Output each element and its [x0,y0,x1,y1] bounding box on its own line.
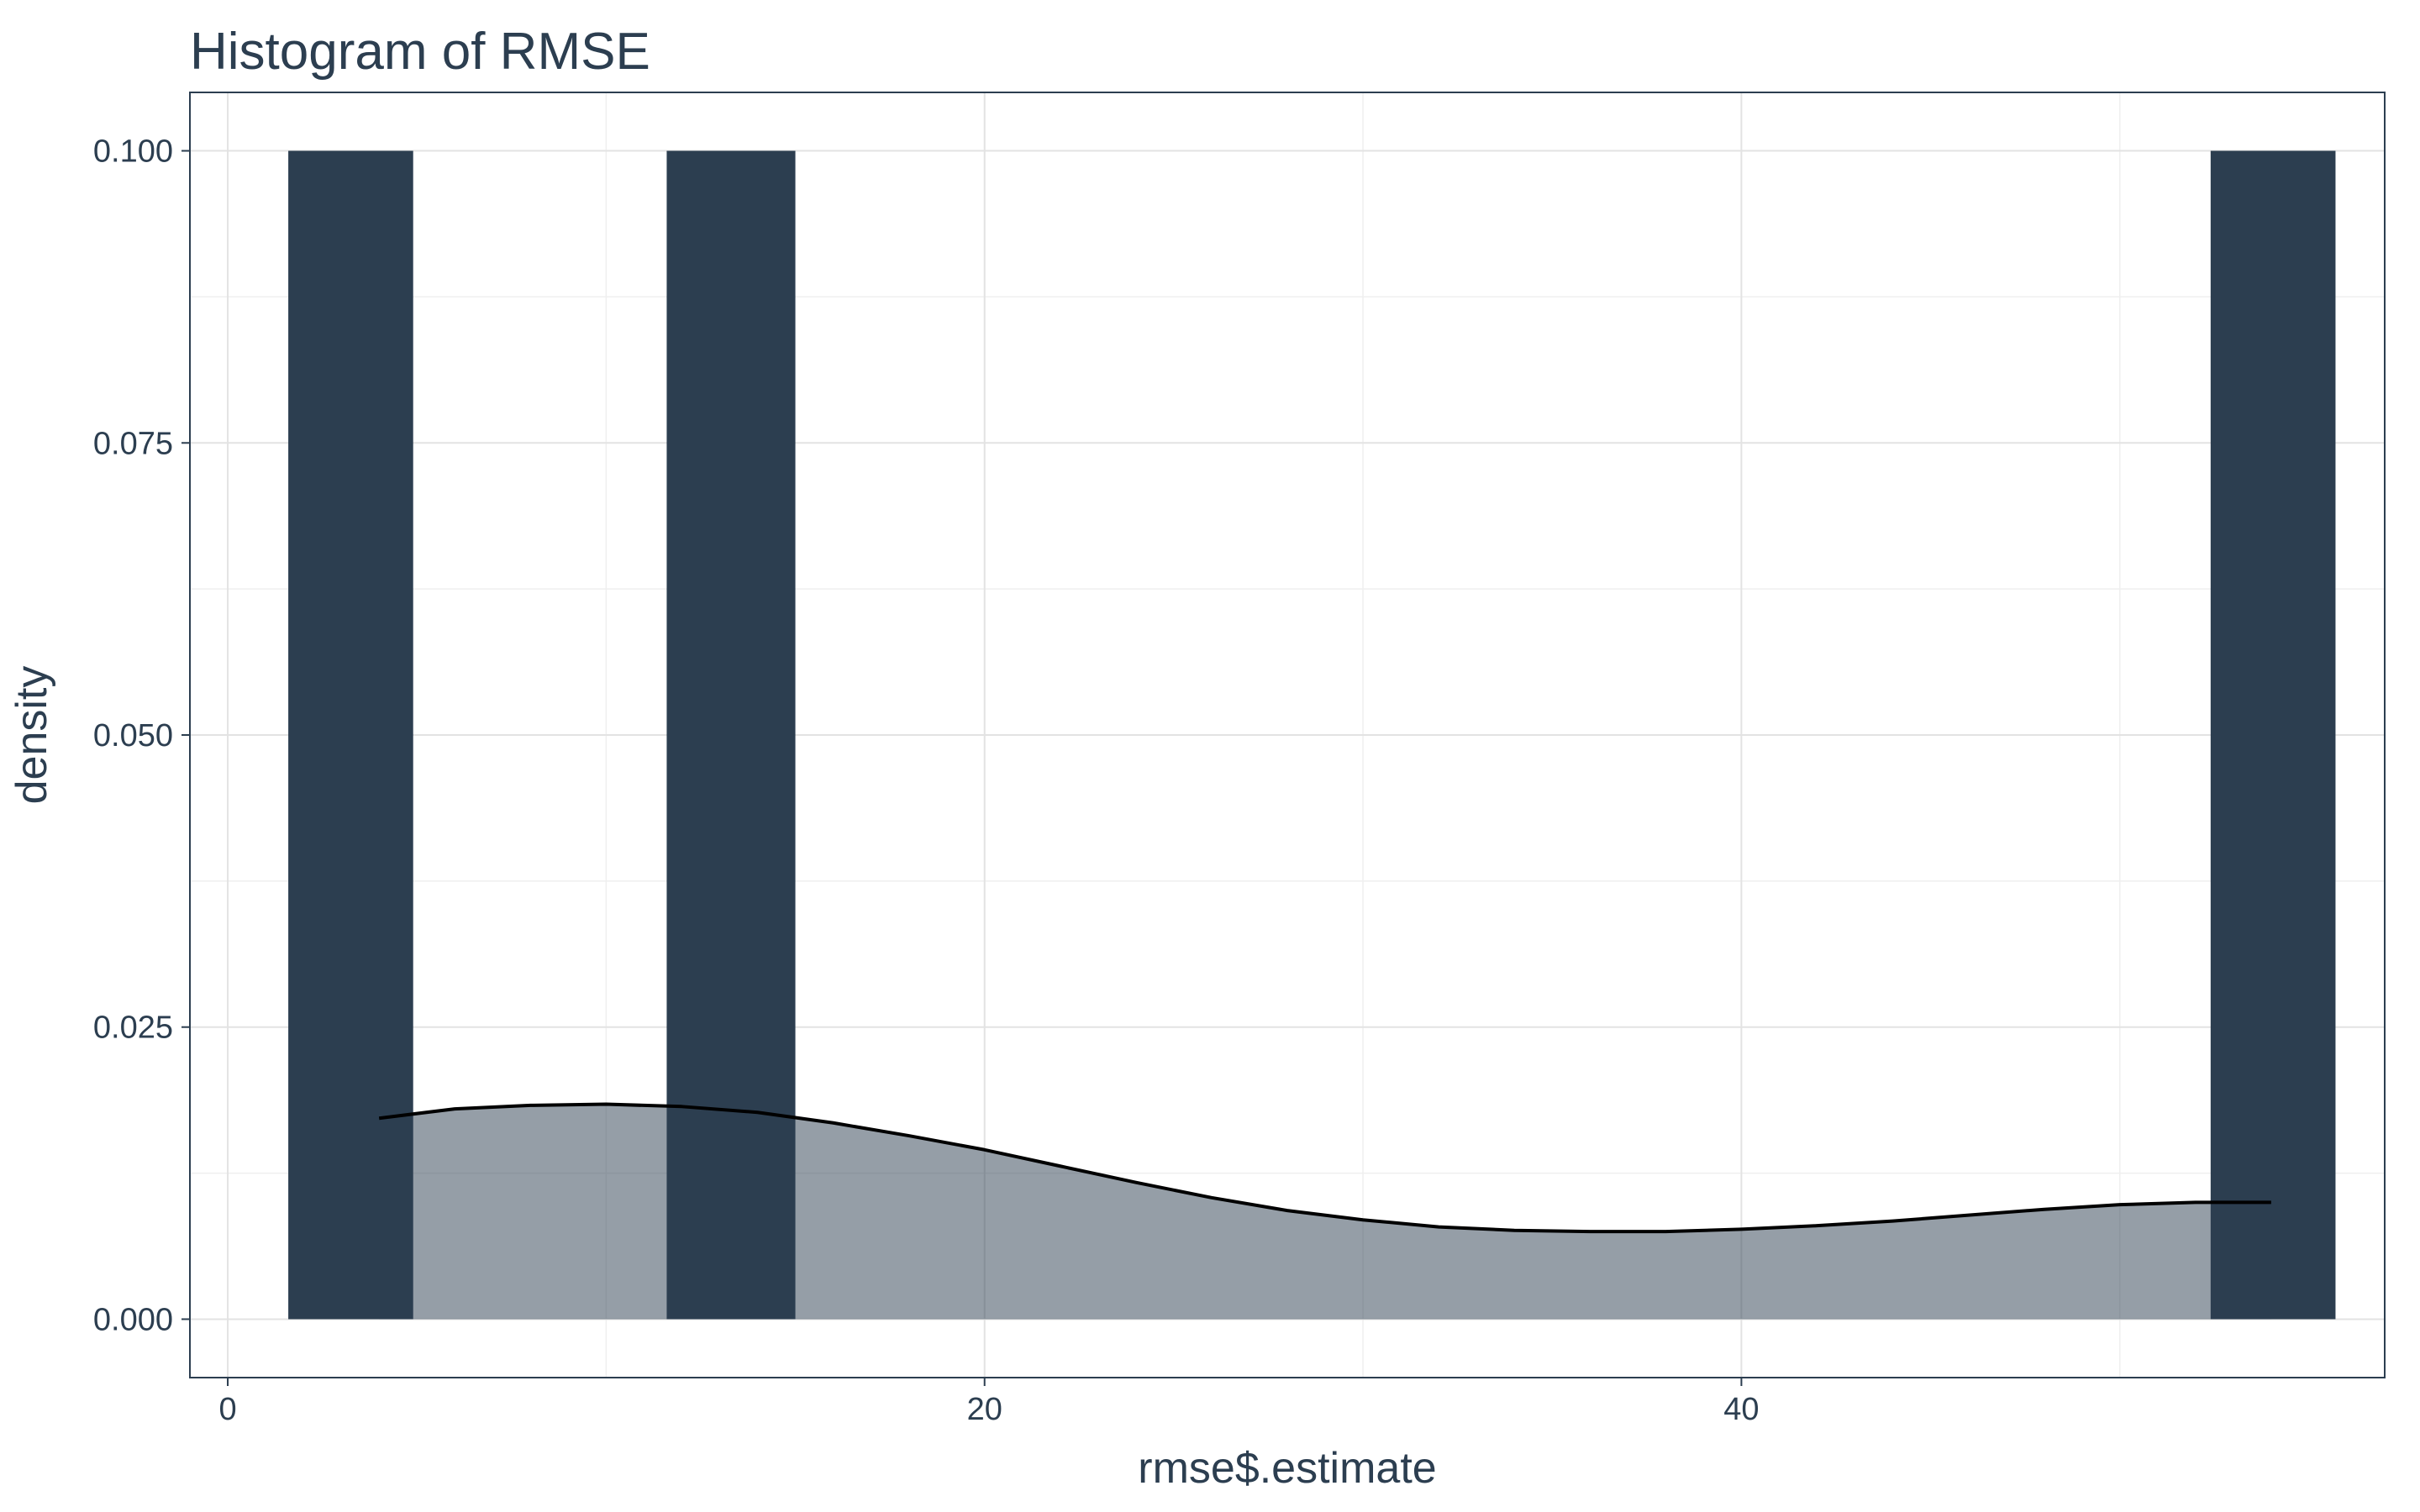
y-axis-title: density [8,666,56,805]
x-tick-label: 0 [218,1392,236,1427]
y-axis: 0.000 0.025 0.050 0.075 0.100 [93,134,190,1337]
x-tick-label: 20 [967,1392,1002,1427]
density-area [379,1104,2271,1320]
y-tick-label: 0.050 [93,718,173,753]
density-curve-layer [378,1102,2271,1320]
x-tick-label: 40 [1723,1392,1759,1427]
chart-title: Histogram of RMSE [190,23,650,81]
y-tick-label: 0.075 [93,426,173,461]
x-axis: 0 20 40 [218,1378,1760,1427]
x-axis-title: rmse$.estimate [1138,1444,1436,1493]
plot-panel [189,92,2386,1378]
y-tick-label: 0.000 [93,1302,173,1337]
y-tick-label: 0.025 [93,1011,173,1046]
y-tick-label: 0.100 [93,134,173,170]
density-line [378,1102,2271,1234]
histogram-bar [2210,150,2336,1320]
